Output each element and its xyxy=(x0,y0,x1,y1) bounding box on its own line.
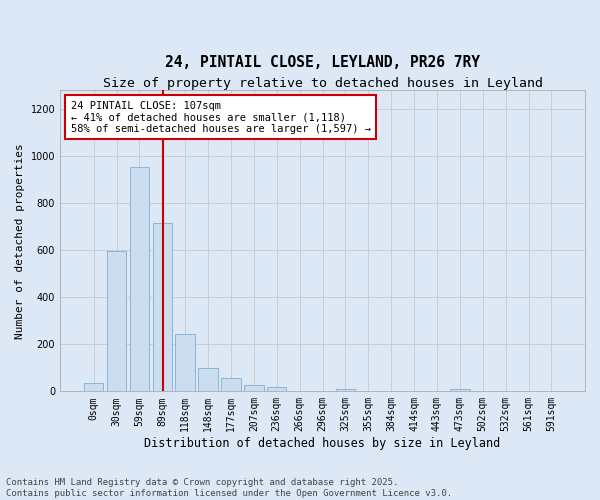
Text: 24 PINTAIL CLOSE: 107sqm
← 41% of detached houses are smaller (1,118)
58% of sem: 24 PINTAIL CLOSE: 107sqm ← 41% of detach… xyxy=(71,100,371,134)
Bar xyxy=(450,388,470,392)
Title: Size of property relative to detached houses in Leyland: Size of property relative to detached ho… xyxy=(103,77,542,90)
Y-axis label: Number of detached properties: Number of detached properties xyxy=(15,143,25,338)
Bar xyxy=(221,378,241,392)
Bar xyxy=(152,223,172,392)
Text: Contains HM Land Registry data © Crown copyright and database right 2025.
Contai: Contains HM Land Registry data © Crown c… xyxy=(6,478,452,498)
Bar xyxy=(335,390,355,392)
Bar xyxy=(267,387,286,392)
Bar xyxy=(107,252,126,392)
Bar xyxy=(130,166,149,392)
X-axis label: Distribution of detached houses by size in Leyland: Distribution of detached houses by size … xyxy=(145,437,500,450)
Text: 24, PINTAIL CLOSE, LEYLAND, PR26 7RY: 24, PINTAIL CLOSE, LEYLAND, PR26 7RY xyxy=(165,56,480,70)
Bar xyxy=(199,368,218,392)
Bar xyxy=(84,383,103,392)
Bar xyxy=(244,386,263,392)
Bar xyxy=(175,334,195,392)
